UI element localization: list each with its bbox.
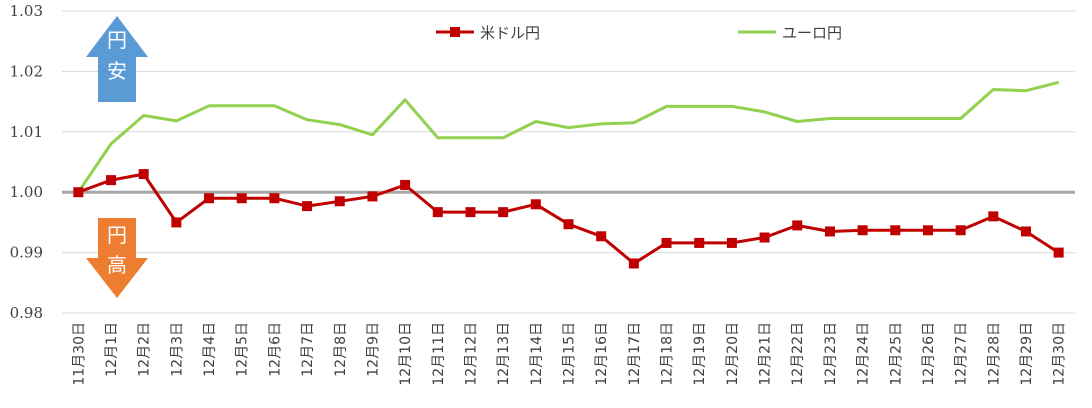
x-tick-label: 12月5日 (235, 322, 251, 377)
data-point-marker (694, 237, 705, 248)
data-point-marker (432, 207, 443, 218)
x-tick-label: 12月8日 (333, 322, 349, 377)
y-tick-label: 1.00 (10, 183, 43, 201)
data-point-marker (890, 225, 901, 236)
x-tick-label: 12月21日 (758, 322, 774, 386)
x-tick-label: 12月2日 (137, 322, 153, 377)
data-point-marker (106, 175, 117, 186)
gridlines (62, 10, 1075, 314)
data-point-marker (792, 220, 803, 231)
up-arrow-shape (86, 16, 148, 102)
data-point-marker (269, 193, 280, 204)
x-tick-label: 12月15日 (562, 322, 578, 386)
legend-label: ユーロ円 (782, 24, 842, 42)
series-eurjpy (77, 80, 1060, 194)
x-tick-label: 12月23日 (823, 322, 839, 386)
data-point-marker (530, 199, 541, 210)
x-tick-label: 12月19日 (692, 322, 708, 386)
series-layer (73, 80, 1064, 269)
data-point-marker (922, 225, 933, 236)
data-point-marker (563, 219, 574, 230)
legend-item: 米ドル円 (436, 24, 540, 42)
data-point-marker (596, 231, 607, 242)
data-point-marker (857, 225, 868, 236)
data-point-marker (465, 207, 476, 218)
x-tick-label: 12月26日 (921, 322, 937, 386)
y-tick-label: 0.99 (10, 244, 43, 262)
series-line (77, 80, 1060, 194)
x-tick-label: 12月27日 (954, 322, 970, 386)
legend-item: ユーロ円 (738, 24, 842, 42)
x-tick-label: 12月13日 (496, 322, 512, 386)
legend-label: 米ドル円 (480, 24, 540, 42)
series-line (77, 172, 1060, 265)
data-point-marker (204, 193, 215, 204)
data-point-marker (171, 217, 182, 228)
data-point-marker (498, 207, 509, 218)
x-tick-label: 12月10日 (398, 322, 414, 386)
x-tick-label: 12月1日 (104, 322, 120, 377)
data-point-marker (367, 191, 378, 202)
direction-arrows: 円 安 円 高 (86, 16, 148, 298)
data-point-marker (824, 226, 835, 237)
data-point-marker (988, 211, 999, 222)
x-tick-label: 12月4日 (202, 322, 218, 377)
x-axis-tick-labels: 11月30日 12月1日 12月2日 12月3日 12月4日 12月5日 12月6日 12月7… (71, 322, 1067, 386)
y-tick-label: 0.98 (10, 304, 43, 322)
data-point-marker (400, 179, 411, 190)
x-tick-label: 12月16日 (594, 322, 610, 386)
x-tick-label: 12月6日 (267, 322, 283, 377)
x-tick-label: 12月17日 (627, 322, 643, 386)
x-tick-label: 12月20日 (725, 322, 741, 386)
data-point-marker (302, 201, 313, 212)
legend-swatch-marker (450, 27, 460, 37)
x-tick-label: 12月30日 (1052, 322, 1068, 386)
down-arrow-label-1: 円 (107, 223, 127, 247)
x-tick-label: 12月12日 (463, 322, 479, 386)
down-arrow-label-2: 高 (107, 253, 127, 277)
data-point-marker (661, 237, 672, 248)
data-point-marker (759, 232, 770, 243)
x-tick-label: 11月30日 (71, 322, 87, 386)
x-tick-label: 12月28日 (986, 322, 1002, 386)
x-tick-label: 12月7日 (300, 322, 316, 377)
x-tick-label: 12月9日 (365, 322, 381, 377)
data-point-marker (1053, 247, 1064, 258)
up-arrow-label-2: 安 (107, 59, 127, 83)
x-tick-label: 12月24日 (856, 322, 872, 386)
data-point-marker (726, 237, 737, 248)
y-axis-tick-labels: 0.98 0.99 1.00 1.01 1.02 1.03 (10, 2, 43, 322)
data-point-marker (236, 193, 247, 204)
data-point-marker (138, 169, 149, 180)
x-tick-label: 12月3日 (169, 322, 185, 377)
y-tick-label: 1.03 (10, 2, 43, 20)
x-tick-label: 12月22日 (790, 322, 806, 386)
x-tick-label: 12月11日 (431, 322, 447, 386)
data-point-marker (628, 258, 639, 269)
data-point-marker (73, 187, 84, 198)
x-tick-label: 12月18日 (660, 322, 676, 386)
series-usdjpy (73, 169, 1064, 269)
x-tick-label: 12月25日 (888, 322, 904, 386)
y-tick-label: 1.02 (10, 62, 43, 80)
x-tick-label: 12月14日 (529, 322, 545, 386)
data-point-marker (334, 196, 345, 207)
down-arrow-shape (86, 218, 148, 298)
data-point-marker (1020, 226, 1031, 237)
legend: 米ドル円 ユーロ円 (436, 24, 842, 42)
data-point-marker (955, 225, 966, 236)
up-arrow-label-1: 円 (107, 28, 127, 52)
x-tick-label: 12月29日 (1019, 322, 1035, 386)
y-tick-label: 1.01 (10, 123, 43, 141)
